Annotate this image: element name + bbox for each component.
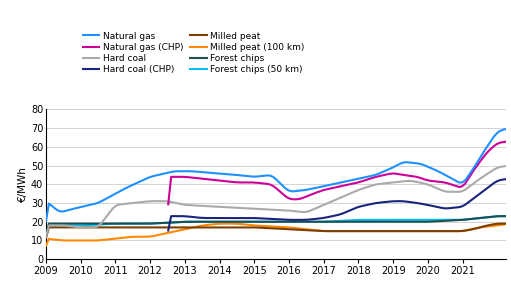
Legend: Natural gas, Natural gas (CHP), Hard coal, Hard coal (CHP), Milled peat, Milled : Natural gas, Natural gas (CHP), Hard coa…: [83, 32, 305, 74]
Y-axis label: €/MWh: €/MWh: [18, 166, 28, 202]
